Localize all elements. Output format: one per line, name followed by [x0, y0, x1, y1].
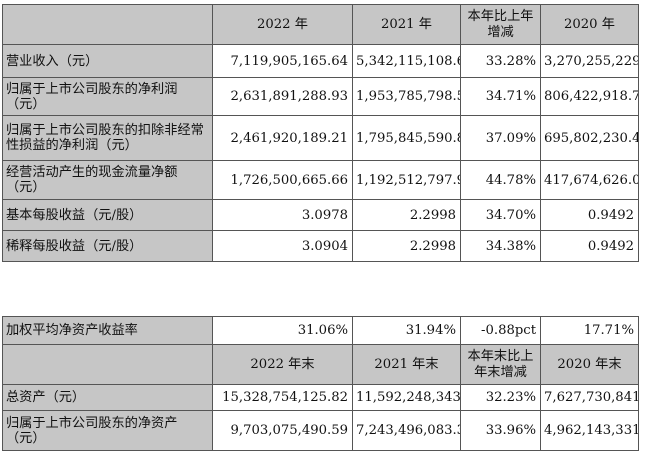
table-header-row: 2022 年末 2021 年末 本年末比上 年末增减 2020 年末	[2, 344, 639, 385]
header-2022-end: 2022 年末	[212, 344, 353, 385]
cell-2022: 9,703,075,490.59	[212, 410, 353, 451]
row-label: 基本每股收益（元/股）	[2, 199, 213, 231]
cell-2020: 417,674,626.03	[540, 160, 639, 200]
row-label: 归属于上市公司股东的扣除非经常性损益的净利润（元）	[2, 115, 213, 161]
table-row: 稀释每股收益（元/股） 3.0904 2.2998 34.38% 0.9492	[2, 230, 639, 262]
table-row: 归属于上市公司股东的净利润（元） 2,631,891,288.93 1,953,…	[2, 77, 639, 116]
cell-2020: 3,270,255,229.79	[540, 44, 639, 78]
cell-2021: 2.2998	[352, 199, 461, 231]
table-row: 总资产（元） 15,328,754,125.82 11,592,248,343.…	[2, 384, 639, 411]
cell-change: 32.23%	[460, 384, 541, 411]
cell-change: 34.70%	[460, 199, 541, 231]
cell-2020: 806,422,918.70	[540, 77, 639, 116]
cell-2022: 2,631,891,288.93	[212, 77, 353, 116]
row-label: 营业收入（元）	[2, 44, 213, 78]
row-label: 稀释每股收益（元/股）	[2, 230, 213, 262]
roe-2021: 31.94%	[352, 316, 461, 345]
cell-2021: 11,592,248,343.89	[352, 384, 461, 411]
roe-label: 加权平均净资产收益率	[2, 316, 213, 345]
cell-2020: 695,802,230.41	[540, 115, 639, 161]
cell-2022: 1,726,500,665.66	[212, 160, 353, 200]
table-row: 归属于上市公司股东的扣除非经常性损益的净利润（元） 2,461,920,189.…	[2, 115, 639, 161]
header-2021-end: 2021 年末	[352, 344, 461, 385]
cell-2021: 7,243,496,083.31	[352, 410, 461, 451]
cell-2020: 0.9492	[540, 199, 639, 231]
row-label: 归属于上市公司股东的净资产（元）	[2, 410, 213, 451]
header-blank	[2, 344, 213, 385]
cell-change: 33.96%	[460, 410, 541, 451]
cell-2022: 3.0904	[212, 230, 353, 262]
table-header-row: 2022 年 2021 年 本年比上年 增减 2020 年	[2, 4, 639, 45]
cell-2021: 1,192,512,797.99	[352, 160, 461, 200]
roe-row: 加权平均净资产收益率 31.06% 31.94% -0.88pct 17.71%	[2, 316, 639, 345]
roe-change: -0.88pct	[460, 316, 541, 345]
cell-2020: 4,962,143,331.98	[540, 410, 639, 451]
header-2022: 2022 年	[212, 4, 353, 45]
table-row: 营业收入（元） 7,119,905,165.64 5,342,115,108.6…	[2, 44, 639, 78]
cell-change: 34.71%	[460, 77, 541, 116]
cell-2022: 7,119,905,165.64	[212, 44, 353, 78]
cell-2021: 1,795,845,590.84	[352, 115, 461, 161]
cell-2022: 2,461,920,189.21	[212, 115, 353, 161]
cell-2022: 15,328,754,125.82	[212, 384, 353, 411]
cell-change: 37.09%	[460, 115, 541, 161]
header-change-end: 本年末比上 年末增减	[460, 344, 541, 385]
roe-2020: 17.71%	[540, 316, 639, 345]
cell-change: 34.38%	[460, 230, 541, 262]
balance-table: 加权平均净资产收益率 31.06% 31.94% -0.88pct 17.71%…	[2, 316, 639, 451]
row-label: 总资产（元）	[2, 384, 213, 411]
header-2021: 2021 年	[352, 4, 461, 45]
cell-2020: 0.9492	[540, 230, 639, 262]
row-label: 归属于上市公司股东的净利润（元）	[2, 77, 213, 116]
row-label: 经营活动产生的现金流量净额（元）	[2, 160, 213, 200]
cell-change: 33.28%	[460, 44, 541, 78]
table-row: 基本每股收益（元/股） 3.0978 2.2998 34.70% 0.9492	[2, 199, 639, 231]
cell-2021: 2.2998	[352, 230, 461, 262]
cell-2020: 7,627,730,841.82	[540, 384, 639, 411]
header-2020-end: 2020 年末	[540, 344, 639, 385]
header-change: 本年比上年 增减	[460, 4, 541, 45]
roe-2022: 31.06%	[212, 316, 353, 345]
key-financials-table: 2022 年 2021 年 本年比上年 增减 2020 年 营业收入（元） 7,1…	[2, 4, 639, 262]
table-row: 经营活动产生的现金流量净额（元） 1,726,500,665.66 1,192,…	[2, 160, 639, 200]
cell-2021: 5,342,115,108.65	[352, 44, 461, 78]
header-blank	[2, 4, 213, 45]
cell-2022: 3.0978	[212, 199, 353, 231]
cell-2021: 1,953,785,798.57	[352, 77, 461, 116]
header-2020: 2020 年	[540, 4, 639, 45]
cell-change: 44.78%	[460, 160, 541, 200]
table-row: 归属于上市公司股东的净资产（元） 9,703,075,490.59 7,243,…	[2, 410, 639, 451]
